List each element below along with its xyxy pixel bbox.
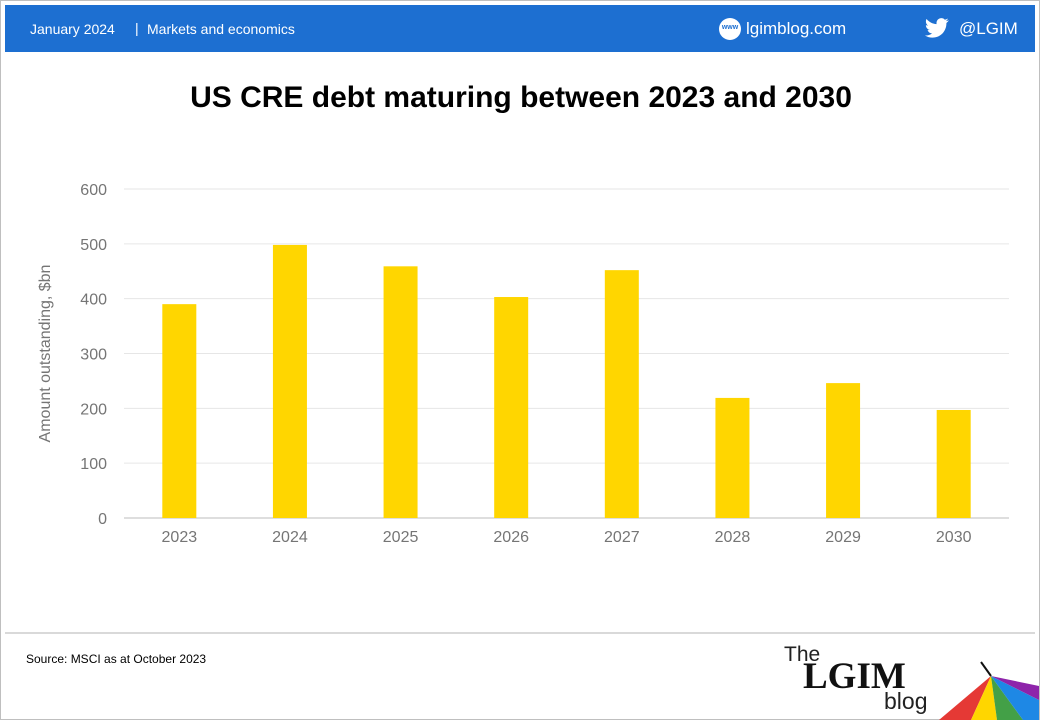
y-tick-label: 100 [80, 456, 107, 473]
x-tick-label: 2030 [936, 529, 972, 546]
bar [604, 270, 639, 518]
bar [162, 304, 197, 518]
x-tick-label: 2026 [493, 529, 529, 546]
bar [494, 297, 529, 518]
logo-the: The [784, 643, 821, 666]
y-tick-label: 0 [98, 511, 107, 528]
bar [383, 266, 418, 518]
bar [272, 244, 307, 518]
header-bar: January 2024 | Markets and economics www… [5, 5, 1035, 52]
bar [826, 383, 861, 518]
y-tick-label: 600 [80, 182, 107, 199]
footer-divider [5, 632, 1035, 634]
x-tick-label: 2024 [272, 529, 308, 546]
x-tick-label: 2028 [715, 529, 751, 546]
y-tick-label: 300 [80, 347, 107, 364]
chart-title: US CRE debt maturing between 2023 and 20… [190, 81, 852, 114]
bar [715, 397, 750, 518]
y-axis-label: Amount outstanding, $bn [37, 265, 54, 443]
header-date: January 2024 [30, 21, 115, 37]
twitter-handle[interactable]: @LGIM [959, 19, 1018, 38]
y-tick-label: 500 [80, 237, 107, 254]
y-tick-label: 400 [80, 292, 107, 309]
www-icon: www [719, 18, 741, 40]
logo-blog: blog [884, 688, 928, 714]
x-tick-label: 2027 [604, 529, 640, 546]
bar [936, 409, 971, 518]
twitter-bird-icon [925, 18, 949, 38]
umbrella-logo-icon [939, 661, 1039, 720]
bar-chart: 0 100 200 300 400 500 600 2023 2024 2025 2026 2027 2… [37, 182, 1009, 546]
x-tick-label: 2023 [162, 529, 198, 546]
x-tick-label: 2029 [825, 529, 861, 546]
blog-link[interactable]: lgimblog.com [746, 19, 847, 38]
y-tick-label: 200 [80, 401, 107, 418]
header-separator: | [135, 20, 139, 36]
source-note: Source: MSCI as at October 2023 [26, 652, 207, 666]
header-category: Markets and economics [147, 21, 295, 37]
logo-main: LGIM [803, 656, 906, 697]
www-badge-text: www [721, 24, 739, 31]
x-tick-label: 2025 [383, 529, 419, 546]
